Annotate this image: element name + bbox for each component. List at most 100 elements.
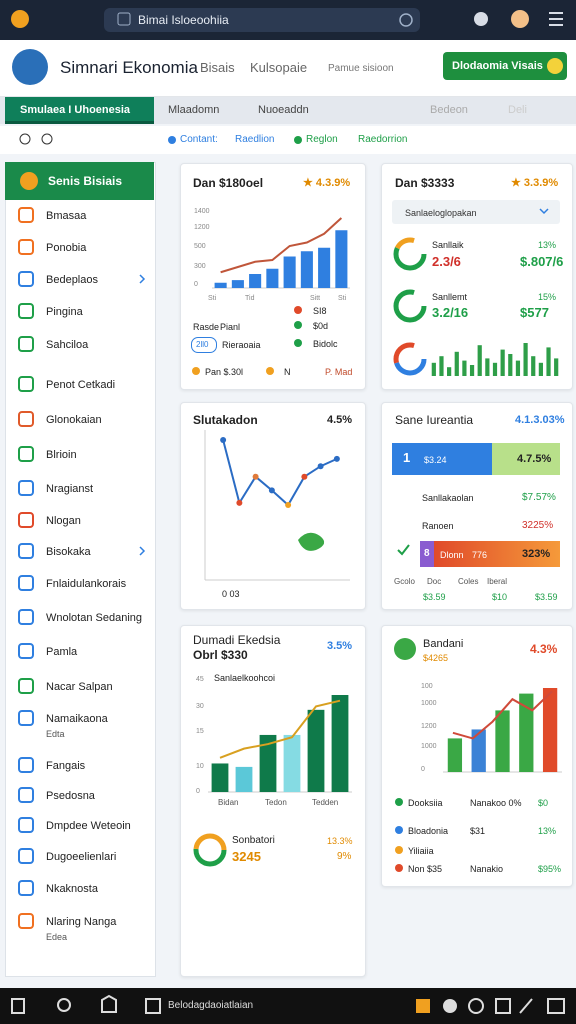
menu-icon bbox=[18, 271, 34, 287]
menu-item[interactable]: Glonokaian bbox=[46, 414, 102, 426]
menu-item[interactable]: Pingina bbox=[46, 306, 83, 318]
legend: Non $35 bbox=[408, 864, 443, 874]
row-value: $7.57% bbox=[522, 492, 556, 503]
tab[interactable]: Mlaadomn bbox=[168, 104, 220, 116]
icon[interactable] bbox=[443, 999, 457, 1013]
footer: $10 bbox=[492, 592, 508, 602]
icon[interactable] bbox=[416, 999, 430, 1013]
icon[interactable] bbox=[474, 12, 488, 26]
footer: 0 03 bbox=[222, 589, 240, 599]
x-label: Tid bbox=[245, 295, 255, 302]
page-title: Simnari Ekonomia bbox=[60, 58, 198, 77]
menu-icon bbox=[18, 207, 34, 223]
button-label[interactable]: Dlodaomia Visais bbox=[452, 60, 543, 72]
menu-icon[interactable] bbox=[549, 12, 563, 26]
link[interactable]: Kulsopaie bbox=[250, 60, 308, 75]
menu-icon bbox=[18, 609, 34, 625]
icon[interactable] bbox=[145, 998, 161, 1014]
menu-item[interactable]: Blrioin bbox=[46, 449, 77, 461]
icon[interactable] bbox=[519, 998, 533, 1014]
tab[interactable]: Nuoeaddn bbox=[258, 104, 309, 116]
menu-item[interactable]: Pamla bbox=[46, 646, 78, 658]
donut bbox=[193, 833, 227, 867]
progress-fill bbox=[392, 443, 492, 475]
donut-pct: 13.3% bbox=[327, 836, 353, 846]
menu-item[interactable]: Bedeplaos bbox=[46, 274, 98, 286]
icon[interactable] bbox=[101, 994, 117, 1013]
menu-item[interactable]: Dmpdee Weteoin bbox=[46, 820, 131, 832]
footer: $3.59 bbox=[423, 592, 446, 602]
menu-item[interactable]: Nacar Salpan bbox=[46, 681, 113, 693]
menu-item[interactable]: Namaikaona bbox=[46, 713, 108, 725]
search-icon[interactable] bbox=[41, 133, 53, 145]
icon[interactable] bbox=[11, 998, 25, 1014]
progress-rest bbox=[492, 443, 560, 475]
menu-icon bbox=[18, 376, 34, 392]
taskbar-title[interactable]: Belodagdaoiatlaian bbox=[168, 1000, 254, 1011]
button[interactable] bbox=[443, 52, 567, 80]
tab-active[interactable] bbox=[5, 97, 154, 124]
menu-sub: Edta bbox=[46, 729, 65, 739]
legend: $0d bbox=[313, 321, 329, 331]
menu-item[interactable]: Ponobia bbox=[46, 242, 87, 254]
menu-item[interactable]: Wnolotan Sedaning bbox=[46, 612, 143, 624]
tab[interactable]: Smulaea I Uhoenesia bbox=[20, 104, 131, 116]
menu-item[interactable]: Nlaring Nanga bbox=[46, 916, 117, 928]
filter[interactable]: Reglon bbox=[306, 134, 338, 145]
footer: Gcolo bbox=[394, 577, 415, 586]
menu-icon bbox=[18, 678, 34, 694]
tab[interactable]: Deli bbox=[508, 104, 527, 116]
select-text[interactable]: Sanlaelkoohcoi bbox=[214, 673, 276, 683]
point bbox=[236, 499, 243, 506]
badge: 3.5% bbox=[327, 640, 353, 652]
y-label: 1400 bbox=[194, 208, 210, 215]
filter[interactable]: Raedorrion bbox=[358, 134, 408, 145]
y-label: 0 bbox=[196, 788, 200, 795]
icon[interactable] bbox=[468, 998, 484, 1014]
menu-item[interactable]: Nkaknosta bbox=[46, 883, 98, 895]
link[interactable]: Bisais bbox=[200, 60, 235, 75]
filter[interactable]: Raedlion bbox=[235, 134, 275, 145]
icon[interactable] bbox=[399, 13, 413, 27]
dot bbox=[294, 321, 302, 329]
x-label: Sti bbox=[208, 295, 217, 302]
y-label: 30 bbox=[196, 703, 204, 710]
menu-icon bbox=[18, 848, 34, 864]
point bbox=[301, 473, 308, 480]
address-bar[interactable] bbox=[104, 8, 420, 32]
select[interactable] bbox=[392, 200, 560, 224]
menu-item[interactable]: Fnlaidulankorais bbox=[46, 578, 127, 590]
bar bbox=[508, 354, 513, 376]
legend: Rieraoaia bbox=[222, 340, 261, 350]
menu-item[interactable]: Nragianst bbox=[46, 483, 94, 495]
menu-item[interactable]: Dugoeelienlari bbox=[46, 851, 117, 863]
menu-item[interactable]: Sahciloa bbox=[46, 339, 89, 351]
bar bbox=[318, 247, 331, 288]
menu-item[interactable]: Nlogan bbox=[46, 515, 81, 527]
icon[interactable] bbox=[57, 998, 71, 1012]
dot bbox=[192, 367, 200, 375]
tab[interactable]: Bedeon bbox=[430, 104, 468, 116]
menu-item[interactable]: Penot Cetkadi bbox=[46, 379, 116, 391]
bar bbox=[546, 347, 551, 376]
footer: N bbox=[284, 367, 291, 377]
y-label: 45 bbox=[196, 676, 204, 683]
check bbox=[397, 544, 410, 556]
menu-item[interactable]: Fangais bbox=[46, 760, 86, 772]
menu-item[interactable]: Bisokaka bbox=[46, 546, 91, 558]
icon[interactable] bbox=[495, 998, 511, 1014]
chevron bbox=[539, 208, 549, 215]
donut bbox=[393, 237, 427, 271]
select-text[interactable]: Sanlaeloglopakan bbox=[405, 208, 477, 218]
row-name: Sanllemt bbox=[432, 292, 468, 302]
progress-pct: 323% bbox=[522, 548, 551, 560]
menu-item[interactable]: Bmasaa bbox=[46, 210, 87, 222]
menu-item[interactable]: Psedosna bbox=[46, 790, 95, 802]
bar bbox=[431, 362, 436, 376]
legend: Bloadonia bbox=[408, 826, 449, 836]
filter[interactable]: Contant: bbox=[180, 134, 218, 145]
icon[interactable] bbox=[19, 133, 31, 145]
icon[interactable] bbox=[547, 998, 565, 1014]
logo bbox=[11, 10, 29, 28]
avatar[interactable] bbox=[511, 10, 529, 28]
